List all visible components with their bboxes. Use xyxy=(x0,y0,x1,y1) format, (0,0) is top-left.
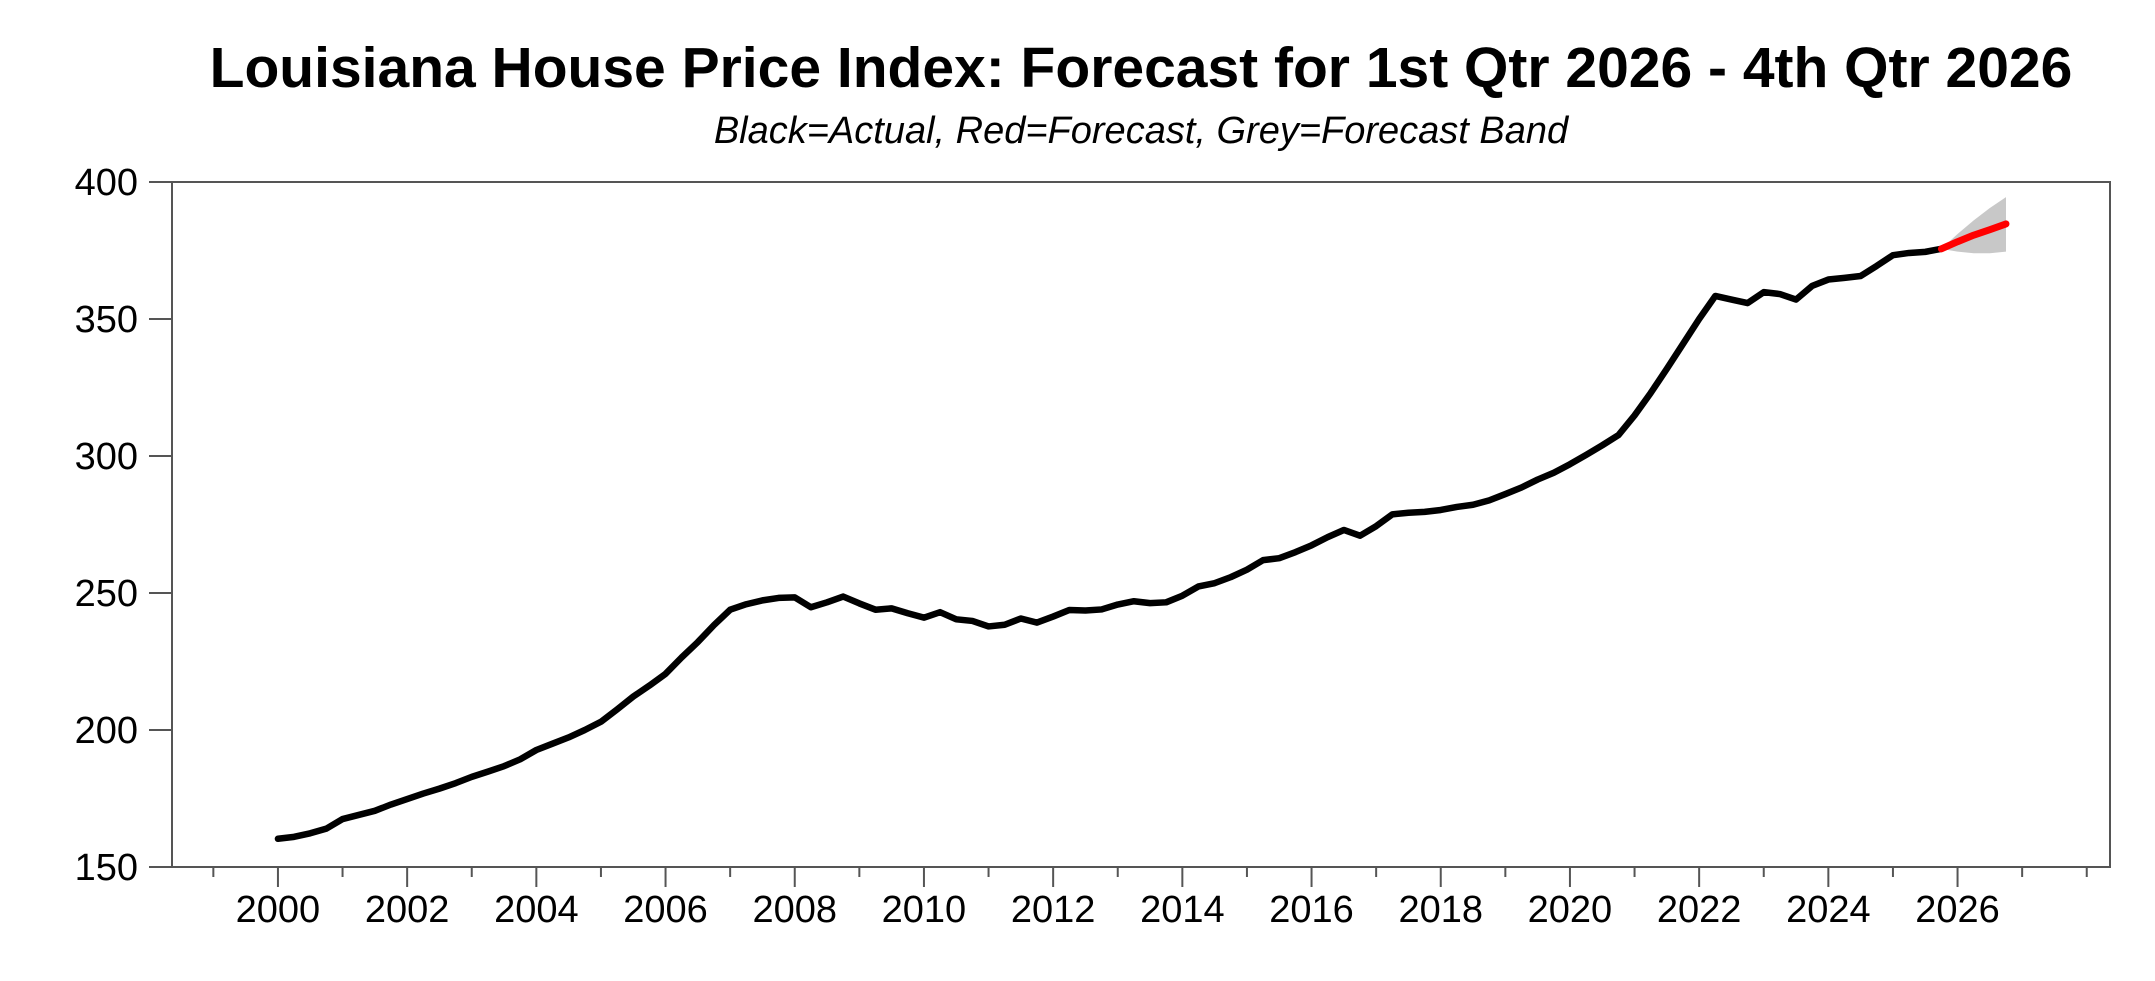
x-tick-label: 2026 xyxy=(1915,889,2000,931)
chart-title: Louisiana House Price Index: Forecast fo… xyxy=(209,36,2073,100)
y-tick-label: 300 xyxy=(75,436,138,478)
y-tick-label: 250 xyxy=(75,573,138,615)
forecast-line xyxy=(1937,220,2010,253)
y-tick-label: 350 xyxy=(75,299,138,341)
x-tick-label: 2018 xyxy=(1398,889,1483,931)
x-tick-label: 2016 xyxy=(1269,889,1354,931)
x-tick-label: 2006 xyxy=(623,889,708,931)
plot-frame xyxy=(171,181,2111,868)
chart-subtitle: Black=Actual, Red=Forecast, Grey=Forecas… xyxy=(713,110,1569,152)
x-tick-label: 2014 xyxy=(1140,889,1225,931)
x-tick-label: 2012 xyxy=(1011,889,1096,931)
x-tick-label: 2002 xyxy=(365,889,450,931)
y-tick-label: 400 xyxy=(75,162,138,204)
x-tick-label: 2008 xyxy=(752,889,837,931)
y-tick-label: 150 xyxy=(75,847,138,889)
x-tick-label: 2020 xyxy=(1528,889,1613,931)
x-tick-label: 2022 xyxy=(1657,889,1742,931)
x-tick-label: 2000 xyxy=(236,889,321,931)
actual-line xyxy=(274,245,1945,843)
y-tick-label: 200 xyxy=(75,710,138,752)
x-tick-label: 2024 xyxy=(1786,889,1871,931)
x-tick-label: 2004 xyxy=(494,889,579,931)
x-tick-label: 2010 xyxy=(882,889,967,931)
